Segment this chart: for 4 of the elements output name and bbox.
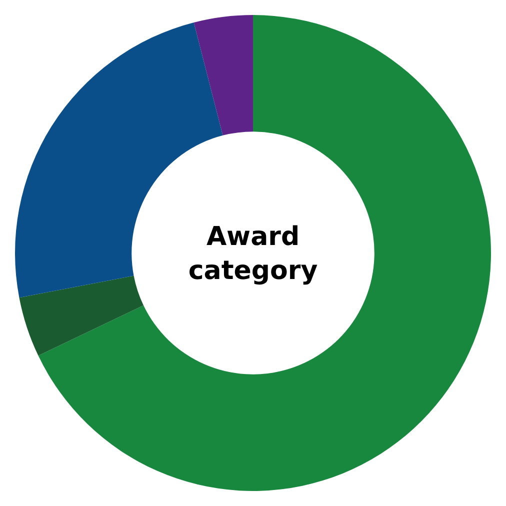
donut-slice	[19, 276, 144, 356]
text: Award category	[188, 222, 318, 286]
donut-slice	[38, 15, 491, 491]
donut-slice	[194, 15, 253, 136]
